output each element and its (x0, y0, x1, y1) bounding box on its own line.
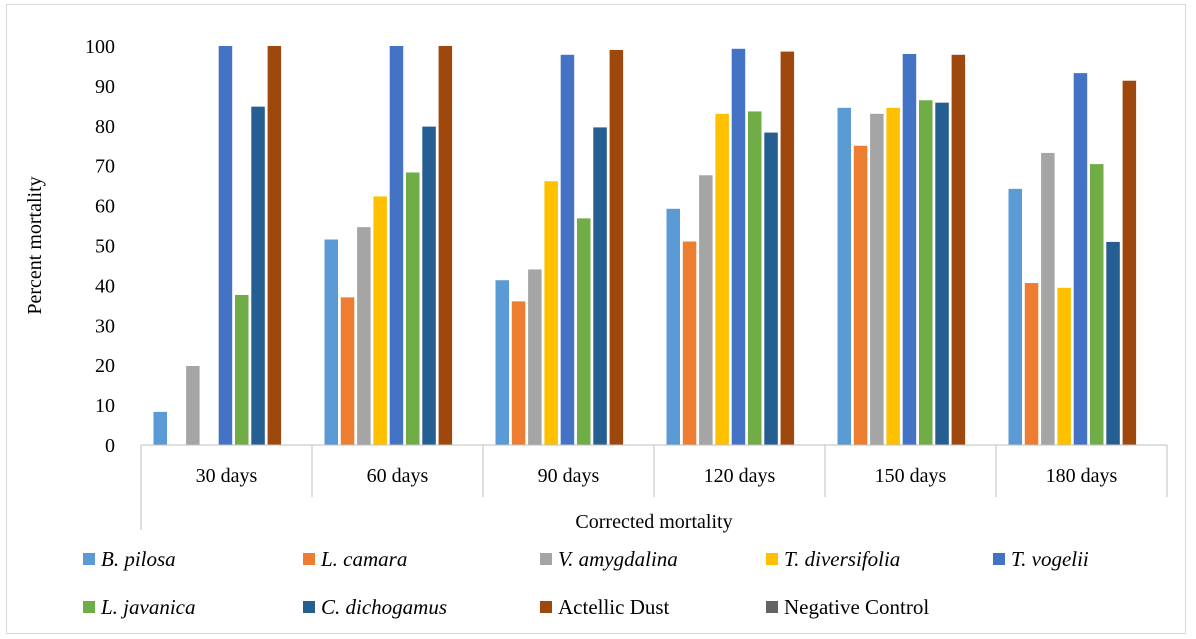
x-tick-label: 60 days (367, 465, 429, 487)
x-axis: 30 days 60 days 90 days 120 days 150 days 180… (140, 444, 1168, 530)
bar (1073, 73, 1088, 445)
bar (324, 239, 338, 445)
legend-swatch (303, 601, 315, 613)
bar-chart: 0 10 20 30 40 50 60 70 80 90 100 30 days 60 days 90 … (24, 36, 1168, 619)
bar (577, 218, 591, 445)
bar (153, 411, 167, 445)
legend-label: C. dichogamus (321, 595, 447, 619)
bar (715, 113, 729, 445)
y-tick-label: 70 (95, 156, 115, 178)
bar (699, 175, 713, 445)
bar (919, 100, 933, 445)
legend-label: B. pilosa (101, 547, 176, 571)
bar (1090, 164, 1104, 445)
x-tick-label: 150 days (875, 465, 947, 487)
y-tick-label: 90 (95, 76, 115, 98)
bar (373, 196, 387, 445)
bar (780, 51, 795, 445)
bar (267, 46, 282, 445)
x-tick-label: 30 days (196, 465, 258, 487)
bar (748, 111, 762, 445)
bar (886, 107, 900, 445)
bar (235, 294, 249, 445)
bar (731, 48, 746, 445)
legend: B. pilosa L. camara V. amygdalina T. divers… (83, 547, 1089, 619)
bar (764, 132, 778, 445)
bar (406, 172, 420, 445)
chart-frame: 0 10 20 30 40 50 60 70 80 90 100 30 days 60 days 90 … (6, 4, 1186, 634)
x-tick-label: 120 days (704, 465, 776, 487)
legend-label: Negative Control (784, 595, 929, 619)
legend-label: Actellic Dust (558, 595, 670, 619)
bar (1008, 188, 1022, 446)
y-tick-label: 40 (95, 275, 115, 297)
y-tick-label: 0 (105, 435, 115, 457)
bar (218, 46, 233, 445)
y-axis-ticks: 0 10 20 30 40 50 60 70 80 90 100 (85, 36, 115, 457)
bar (1106, 241, 1120, 445)
legend-swatch (993, 553, 1005, 565)
bar (438, 46, 453, 445)
bar (560, 54, 575, 445)
bar (666, 208, 680, 445)
legend-swatch (303, 553, 315, 565)
legend-swatch (83, 553, 95, 565)
y-axis-title: Percent mortality (24, 176, 46, 314)
legend-label: L. javanica (100, 595, 196, 619)
x-axis-title: Corrected mortality (575, 511, 732, 533)
bar (870, 113, 884, 445)
x-tick-label: 180 days (1046, 465, 1118, 487)
bar (511, 301, 526, 445)
legend-swatch (766, 553, 778, 565)
legend-swatch (540, 601, 552, 613)
bar (837, 107, 851, 445)
bar (544, 181, 558, 446)
legend-swatch (766, 601, 778, 613)
bar (186, 365, 200, 445)
bar (389, 46, 404, 445)
bar (422, 126, 436, 446)
legend-label: L. camara (320, 547, 407, 571)
bar (495, 280, 509, 445)
legend-swatch (540, 553, 552, 565)
bar (357, 227, 371, 445)
legend-swatch (83, 601, 95, 613)
bars (153, 46, 1137, 446)
y-tick-label: 50 (95, 236, 115, 258)
y-tick-label: 10 (95, 395, 115, 417)
x-tick-label: 90 days (538, 465, 600, 487)
bar (1041, 152, 1055, 445)
bar (902, 53, 917, 445)
bar (251, 106, 265, 445)
y-tick-label: 80 (95, 116, 115, 138)
y-tick-label: 20 (95, 355, 115, 377)
y-tick-label: 100 (85, 36, 115, 58)
bar (951, 54, 966, 445)
y-tick-label: 30 (95, 315, 115, 337)
bar (340, 297, 355, 445)
bar (1024, 283, 1039, 445)
legend-label: T. diversifolia (784, 547, 900, 571)
bar (609, 49, 624, 446)
bar (853, 145, 868, 445)
bar (528, 269, 542, 445)
legend-label: V. amygdalina (558, 547, 678, 571)
bar (935, 102, 949, 446)
bar (593, 127, 607, 446)
bar (1057, 287, 1071, 445)
legend-label: T. vogelii (1011, 547, 1089, 571)
bar (1122, 80, 1137, 445)
bar (682, 241, 697, 445)
y-tick-label: 60 (95, 196, 115, 218)
